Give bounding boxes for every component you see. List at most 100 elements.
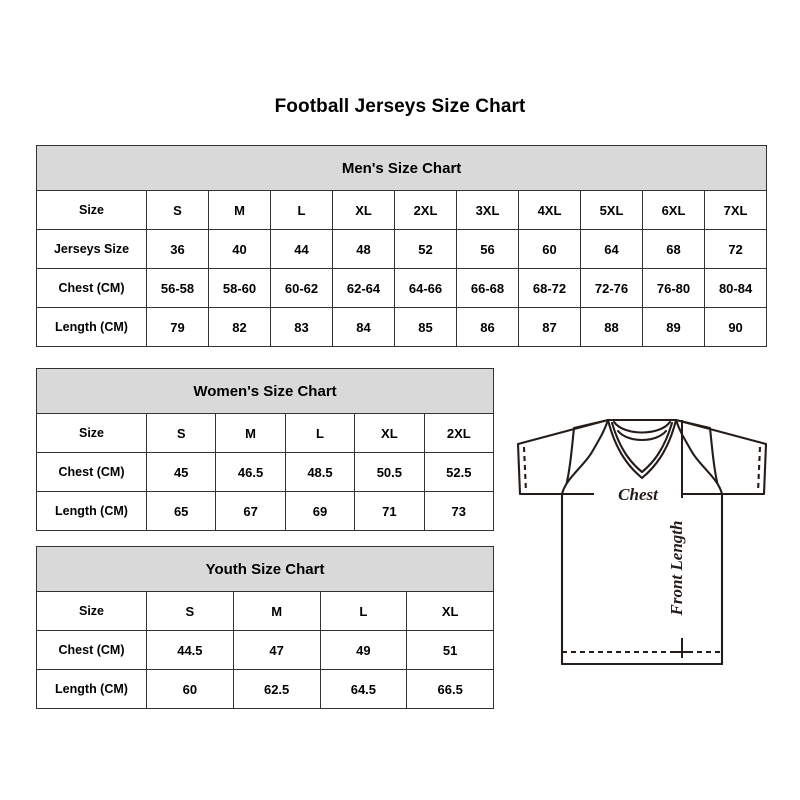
row-label-chest: Chest (CM) — [36, 452, 147, 492]
cell-chest-6xl: 76-80 — [642, 268, 705, 308]
cell-chest-s: 44.5 — [146, 630, 234, 670]
row-label-chest: Chest (CM) — [36, 268, 147, 308]
table-row: Chest (CM) 44.5 47 49 51 — [36, 630, 495, 670]
row-label-size: Size — [36, 190, 147, 230]
col-head-s: S — [146, 591, 234, 631]
cell-chest-7xl: 80-84 — [703, 268, 768, 308]
cell-length-s: 79 — [146, 307, 209, 347]
cell-chest-l: 60-62 — [270, 268, 333, 308]
cell-jerseys-size-3xl: 56 — [456, 229, 519, 269]
cell-length-4xl: 87 — [518, 307, 581, 347]
youth-size-chart-table: Youth Size Chart Size S M L XL Chest (CM… — [35, 546, 495, 709]
col-head-3xl: 3XL — [456, 190, 519, 230]
row-label-size: Size — [36, 591, 147, 631]
cell-length-2xl: 85 — [394, 307, 457, 347]
col-head-m: M — [232, 591, 321, 631]
col-head-s: S — [146, 190, 209, 230]
col-head-5xl: 5XL — [580, 190, 643, 230]
table-header-row: Men's Size Chart — [35, 145, 768, 191]
cell-chest-m: 47 — [232, 630, 321, 670]
cell-chest-s: 56-58 — [146, 268, 209, 308]
col-head-l: L — [284, 413, 356, 453]
col-head-2xl: 2XL — [394, 190, 457, 230]
cell-length-m: 62.5 — [232, 669, 321, 709]
cell-jerseys-size-xl: 48 — [332, 229, 395, 269]
cell-length-3xl: 86 — [456, 307, 519, 347]
row-label-chest: Chest (CM) — [36, 630, 147, 670]
jersey-measurement-diagram: Chest Front Length — [500, 398, 792, 690]
table-row: Jerseys Size 36 40 44 48 52 56 60 64 68 … — [36, 229, 768, 269]
cell-length-l: 83 — [270, 307, 333, 347]
cell-length-2xl: 73 — [423, 491, 495, 531]
col-head-xl: XL — [354, 413, 425, 453]
col-head-l: L — [319, 591, 408, 631]
cell-chest-3xl: 66-68 — [456, 268, 519, 308]
col-head-4xl: 4XL — [518, 190, 581, 230]
cell-length-s: 60 — [146, 669, 234, 709]
col-head-m: M — [215, 413, 286, 453]
cell-chest-2xl: 64-66 — [394, 268, 457, 308]
cell-jerseys-size-l: 44 — [270, 229, 333, 269]
col-head-7xl: 7XL — [703, 190, 768, 230]
mens-chart-title: Men's Size Chart — [35, 145, 768, 191]
col-head-xl: XL — [406, 591, 495, 631]
table-row-sizes: Size S M L XL — [36, 591, 495, 631]
table-row: Length (CM) 65 67 69 71 73 — [36, 491, 495, 531]
cell-chest-l: 49 — [319, 630, 408, 670]
table-row-sizes: Size S M L XL 2XL 3XL 4XL 5XL 6XL 7XL — [36, 190, 768, 230]
womens-chart-title: Women's Size Chart — [36, 368, 494, 414]
cell-chest-s: 45 — [145, 452, 217, 492]
page-title: Football Jerseys Size Chart — [274, 96, 526, 117]
cell-jerseys-size-5xl: 64 — [580, 229, 643, 269]
cell-chest-4xl: 68-72 — [518, 268, 581, 308]
cell-jerseys-size-m: 40 — [208, 229, 271, 269]
table-header-row: Youth Size Chart — [35, 546, 495, 592]
cell-length-7xl: 90 — [703, 307, 768, 347]
cell-length-l: 64.5 — [319, 669, 408, 709]
col-head-2xl: 2XL — [423, 413, 495, 453]
cell-length-l: 69 — [284, 491, 356, 531]
cell-chest-m: 58-60 — [208, 268, 271, 308]
cell-jerseys-size-2xl: 52 — [394, 229, 457, 269]
table-row: Length (CM) 60 62.5 64.5 66.5 — [36, 669, 495, 709]
cell-chest-2xl: 52.5 — [423, 452, 495, 492]
cell-chest-xl: 51 — [406, 630, 495, 670]
front-length-measure-label: Front Length — [667, 521, 686, 617]
cell-length-xl: 71 — [354, 491, 425, 531]
cell-chest-xl: 62-64 — [332, 268, 395, 308]
row-label-size: Size — [36, 413, 147, 453]
cell-jerseys-size-4xl: 60 — [518, 229, 581, 269]
col-head-m: M — [208, 190, 271, 230]
col-head-l: L — [270, 190, 333, 230]
col-head-xl: XL — [332, 190, 395, 230]
row-label-length: Length (CM) — [36, 669, 147, 709]
cell-length-s: 65 — [145, 491, 217, 531]
cell-jerseys-size-7xl: 72 — [703, 229, 768, 269]
cell-jerseys-size-6xl: 68 — [642, 229, 705, 269]
cell-chest-5xl: 72-76 — [580, 268, 643, 308]
cell-chest-m: 46.5 — [215, 452, 286, 492]
cell-length-xl: 66.5 — [406, 669, 495, 709]
table-row: Chest (CM) 45 46.5 48.5 50.5 52.5 — [36, 452, 495, 492]
cell-length-m: 67 — [215, 491, 286, 531]
table-row-sizes: Size S M L XL 2XL — [36, 413, 495, 453]
cell-chest-xl: 50.5 — [354, 452, 425, 492]
row-label-jerseys-size: Jerseys Size — [36, 229, 147, 269]
chest-measure-label: Chest — [618, 485, 659, 504]
table-row: Length (CM) 79 82 83 84 85 86 87 88 89 9… — [36, 307, 768, 347]
cell-jerseys-size-s: 36 — [146, 229, 209, 269]
table-row: Chest (CM) 56-58 58-60 60-62 62-64 64-66… — [36, 268, 768, 308]
youth-chart-title: Youth Size Chart — [35, 546, 495, 592]
row-label-length: Length (CM) — [36, 307, 147, 347]
col-head-6xl: 6XL — [642, 190, 705, 230]
womens-size-chart-table: Women's Size Chart Size S M L XL 2XL Che… — [36, 368, 495, 531]
table-header-row: Women's Size Chart — [36, 368, 494, 414]
mens-size-chart-table: Men's Size Chart Size S M L XL 2XL 3XL 4… — [35, 145, 768, 347]
row-label-length: Length (CM) — [36, 491, 147, 531]
cell-length-xl: 84 — [332, 307, 395, 347]
cell-length-6xl: 89 — [642, 307, 705, 347]
cell-length-5xl: 88 — [580, 307, 643, 347]
cell-length-m: 82 — [208, 307, 271, 347]
cell-chest-l: 48.5 — [284, 452, 356, 492]
col-head-s: S — [145, 413, 217, 453]
